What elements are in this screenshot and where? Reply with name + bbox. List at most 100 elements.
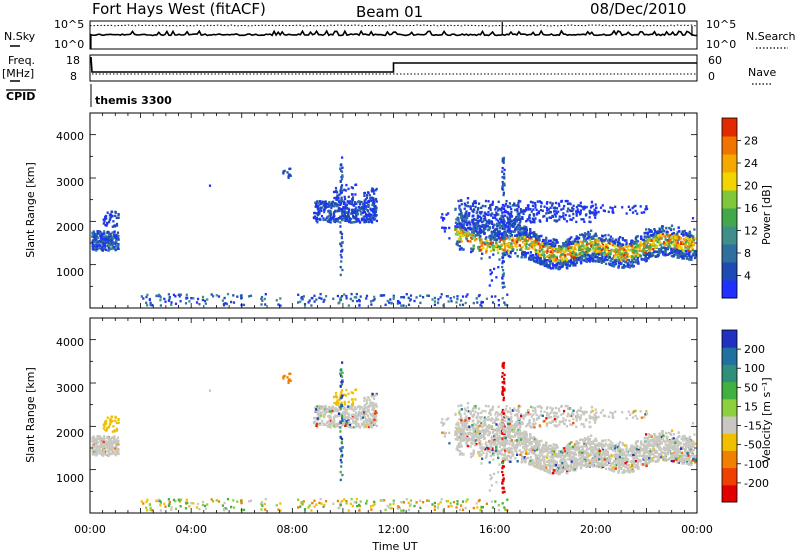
power-cell <box>599 250 603 253</box>
power-cell <box>351 186 354 190</box>
power-cell <box>552 255 555 259</box>
power-cell <box>351 196 355 199</box>
power-cell <box>601 244 604 248</box>
power-cell <box>478 224 481 228</box>
power-cell <box>495 238 498 241</box>
power-cell <box>441 226 444 229</box>
power-cell <box>469 205 472 208</box>
power-cell <box>646 207 649 211</box>
power-cell <box>615 250 618 253</box>
power-cell <box>320 201 323 205</box>
power-cell <box>497 209 500 212</box>
power-cell <box>498 258 501 261</box>
power-cell <box>108 233 111 237</box>
power-cell <box>170 303 173 306</box>
power-cell <box>108 218 111 221</box>
power-cell <box>485 219 488 223</box>
power-cell <box>458 230 461 234</box>
power-cell <box>330 216 333 219</box>
power-cell <box>339 242 342 246</box>
power-cell <box>444 227 447 230</box>
power-cell <box>664 238 667 241</box>
power-cell <box>337 196 340 199</box>
power-cell <box>340 196 343 199</box>
power-cell <box>558 246 561 249</box>
power-cell <box>521 253 524 256</box>
power-cell <box>501 276 504 279</box>
power-cell <box>496 222 499 225</box>
power-cell <box>532 254 535 257</box>
power-cell <box>569 258 572 262</box>
power-cell <box>110 210 113 213</box>
power-cell <box>611 256 614 260</box>
power-cell <box>642 247 645 251</box>
power-cell <box>575 253 578 257</box>
power-cell <box>583 244 586 248</box>
power-cell <box>324 202 327 205</box>
power-cell <box>644 251 647 254</box>
power-ytick-3000: 3000 <box>56 176 84 189</box>
power-cell <box>512 241 516 245</box>
power-cell <box>518 237 521 240</box>
power-cell <box>460 214 463 217</box>
nsearch-tick-high: 10^5 <box>706 18 736 31</box>
power-cell <box>528 234 531 237</box>
power-cell <box>201 295 205 299</box>
power-cell <box>546 209 549 212</box>
power-cell <box>644 239 647 242</box>
power-cell <box>312 216 316 220</box>
power-cell <box>549 206 552 209</box>
power-cell <box>605 245 608 249</box>
power-cell <box>568 241 571 244</box>
power-cell <box>368 220 371 224</box>
power-cell <box>569 263 572 266</box>
power-cell <box>92 230 95 233</box>
power-cell <box>600 253 603 257</box>
power-cell <box>365 214 368 218</box>
power-cell <box>339 188 342 192</box>
power-cell <box>580 255 583 259</box>
power-cell <box>108 236 111 240</box>
power-cell <box>196 297 200 301</box>
power-cell <box>573 252 576 255</box>
power-cell <box>504 234 507 237</box>
power-cell <box>554 265 557 268</box>
power-cell <box>537 242 540 245</box>
power-cell <box>373 201 376 204</box>
power-cell <box>539 257 542 260</box>
power-cell <box>670 235 673 238</box>
power-cell <box>664 253 667 256</box>
power-cell <box>547 264 551 267</box>
power-cell <box>652 254 655 257</box>
power-cell <box>518 233 521 236</box>
power-cell <box>512 248 515 251</box>
power-cell <box>603 209 606 213</box>
power-cell <box>568 245 571 248</box>
power-cell <box>585 251 588 254</box>
power-cell <box>688 253 691 257</box>
power-cell <box>579 233 582 237</box>
power-cell <box>608 253 611 256</box>
power-cell <box>507 242 511 246</box>
power-cell <box>353 296 356 299</box>
power-cell <box>535 253 538 256</box>
power-cell <box>447 212 450 215</box>
power-cell <box>575 205 578 209</box>
power-cell <box>499 238 502 241</box>
power-cell <box>610 262 613 266</box>
power-cell <box>460 203 463 206</box>
power-cell <box>336 294 339 298</box>
power-cell <box>339 179 342 183</box>
power-cell <box>668 236 671 239</box>
power-cell <box>363 221 366 224</box>
power-cell <box>155 294 158 298</box>
power-cell <box>495 211 498 214</box>
power-cell <box>374 215 377 218</box>
power-cell <box>331 204 334 208</box>
power-cell <box>502 272 505 275</box>
power-cell <box>600 248 603 251</box>
power-cell <box>548 260 551 263</box>
power-cell <box>504 209 507 213</box>
power-cell <box>529 257 533 260</box>
power-cell <box>536 253 539 256</box>
